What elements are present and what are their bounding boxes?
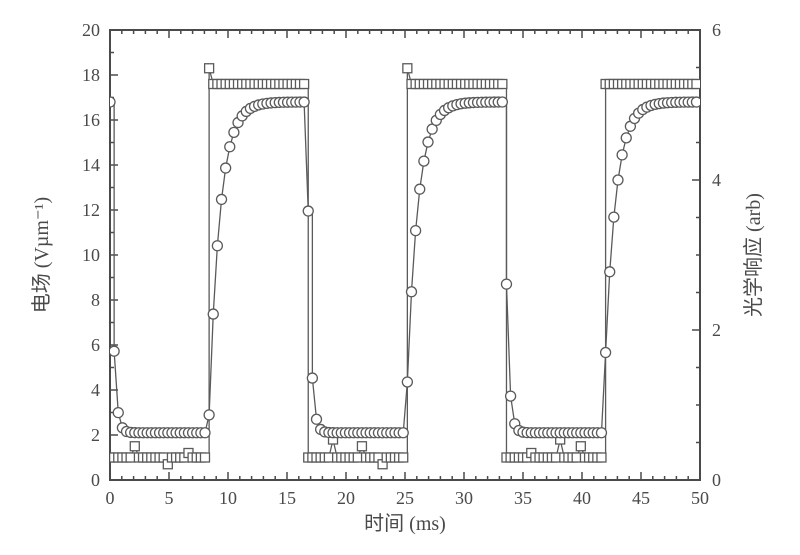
svg-text:12: 12	[82, 200, 100, 220]
svg-text:6: 6	[91, 335, 100, 355]
chart-svg: 05101520253035404550时间 (ms)0246810121416…	[0, 0, 800, 550]
svg-text:20: 20	[337, 488, 355, 508]
svg-text:40: 40	[573, 488, 591, 508]
svg-text:光学响应 (arb): 光学响应 (arb)	[742, 193, 765, 317]
svg-text:0: 0	[91, 470, 100, 490]
svg-text:0: 0	[712, 470, 721, 490]
svg-text:10: 10	[219, 488, 237, 508]
svg-text:4: 4	[712, 170, 721, 190]
svg-text:30: 30	[455, 488, 473, 508]
svg-text:35: 35	[514, 488, 532, 508]
svg-text:50: 50	[691, 488, 709, 508]
svg-text:8: 8	[91, 290, 100, 310]
svg-text:45: 45	[632, 488, 650, 508]
svg-text:25: 25	[396, 488, 414, 508]
svg-text:2: 2	[91, 425, 100, 445]
svg-text:6: 6	[712, 20, 721, 40]
svg-text:15: 15	[278, 488, 296, 508]
svg-text:16: 16	[82, 110, 100, 130]
svg-text:时间 (ms): 时间 (ms)	[364, 512, 446, 535]
svg-text:2: 2	[712, 320, 721, 340]
svg-text:20: 20	[82, 20, 100, 40]
svg-text:14: 14	[82, 155, 100, 175]
svg-text:4: 4	[91, 380, 100, 400]
svg-text:0: 0	[106, 488, 115, 508]
svg-text:18: 18	[82, 65, 100, 85]
svg-text:电场 (Vµm⁻¹): 电场 (Vµm⁻¹)	[30, 197, 53, 313]
svg-text:5: 5	[165, 488, 174, 508]
svg-text:10: 10	[82, 245, 100, 265]
dual-axis-chart: 05101520253035404550时间 (ms)0246810121416…	[0, 0, 800, 550]
